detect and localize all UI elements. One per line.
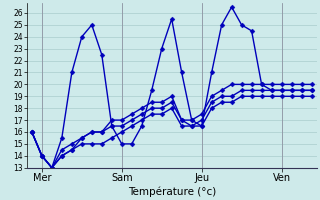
X-axis label: Température (°c): Température (°c) [128,186,216,197]
